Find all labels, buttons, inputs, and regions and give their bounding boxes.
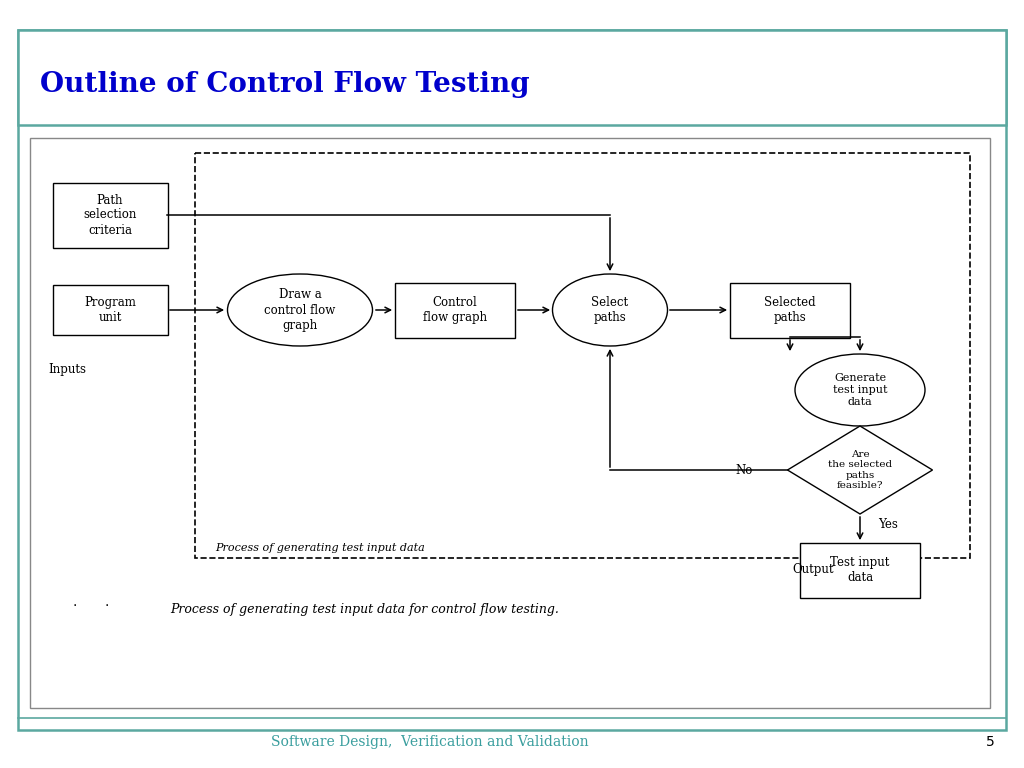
Text: Inputs: Inputs [48, 363, 86, 376]
Polygon shape [787, 426, 933, 514]
Text: Software Design,  Verification and Validation: Software Design, Verification and Valida… [271, 735, 589, 749]
FancyBboxPatch shape [18, 30, 1006, 730]
Text: Process of generating test input data for control flow testing.: Process of generating test input data fo… [170, 604, 559, 617]
Text: Path
selection
criteria: Path selection criteria [83, 194, 136, 237]
FancyBboxPatch shape [800, 542, 920, 598]
Text: Output: Output [792, 564, 834, 577]
Text: Selected
paths: Selected paths [764, 296, 816, 324]
FancyBboxPatch shape [395, 283, 515, 337]
Text: Outline of Control Flow Testing: Outline of Control Flow Testing [40, 71, 529, 98]
Text: Program
unit: Program unit [84, 296, 136, 324]
FancyBboxPatch shape [18, 30, 1006, 125]
Text: Are
the selected
paths
feasible?: Are the selected paths feasible? [828, 450, 892, 490]
FancyBboxPatch shape [730, 283, 850, 337]
Text: Select
paths: Select paths [592, 296, 629, 324]
Text: No: No [735, 464, 753, 476]
FancyBboxPatch shape [30, 138, 990, 708]
FancyBboxPatch shape [52, 183, 168, 247]
Text: ·: · [72, 599, 77, 613]
Text: Draw a
control flow
graph: Draw a control flow graph [264, 289, 336, 332]
Text: ·: · [105, 599, 110, 613]
Text: Test input
data: Test input data [830, 556, 890, 584]
Text: Yes: Yes [878, 518, 898, 531]
Ellipse shape [553, 274, 668, 346]
FancyBboxPatch shape [52, 285, 168, 335]
Text: Process of generating test input data: Process of generating test input data [215, 543, 425, 553]
Text: 5: 5 [986, 735, 994, 749]
Ellipse shape [227, 274, 373, 346]
Ellipse shape [795, 354, 925, 426]
Text: Control
flow graph: Control flow graph [423, 296, 487, 324]
Text: Generate
test input
data: Generate test input data [833, 373, 887, 406]
